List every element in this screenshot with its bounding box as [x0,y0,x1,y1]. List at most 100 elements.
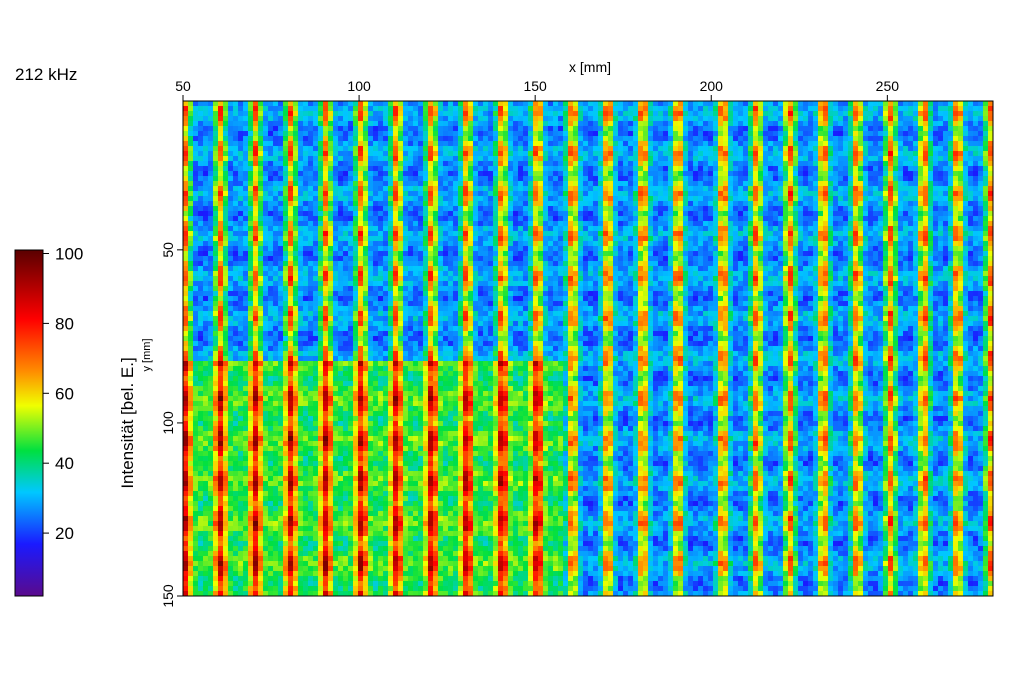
heatmap-cell [323,291,328,296]
heatmap-cell [333,501,338,506]
heatmap-cell [298,161,303,166]
heatmap-cell [193,261,198,266]
heatmap-cell [208,556,213,561]
heatmap-cell [308,546,313,551]
heatmap-cell [348,211,353,216]
heatmap-cell [388,321,393,326]
heatmap-cell [373,506,378,511]
heatmap-cell [268,376,273,381]
heatmap-cell [348,396,353,401]
x-axis-label: x [mm] [569,59,611,75]
heatmap-cell [433,301,438,306]
heatmap-cell [318,361,323,366]
heatmap-cell [243,276,248,281]
heatmap-cell [283,331,288,336]
heatmap-cell [253,541,258,546]
heatmap-cell [183,551,188,556]
heatmap-cell [203,406,208,411]
heatmap-cell [243,211,248,216]
heatmap-cell [353,221,358,226]
heatmap-cell [323,576,328,581]
heatmap-cell [353,106,358,111]
heatmap-cell [203,461,208,466]
heatmap-cell [313,446,318,451]
heatmap-cell [308,506,313,511]
heatmap-cell [223,311,228,316]
heatmap-cell [218,311,223,316]
heatmap-cell [428,336,433,341]
heatmap-cell [338,136,343,141]
heatmap-cell [248,321,253,326]
heatmap-cell [378,466,383,471]
heatmap-cell [183,156,188,161]
heatmap-cell [388,286,393,291]
heatmap-cell [358,181,363,186]
heatmap-cell [433,176,438,181]
heatmap-cell [328,311,333,316]
heatmap-cell [198,371,203,376]
heatmap-cell [198,136,203,141]
heatmap-cell [208,421,213,426]
heatmap-cell [358,516,363,521]
heatmap-cell [248,131,253,136]
heatmap-cell [328,411,333,416]
heatmap-cell [383,271,388,276]
heatmap-cell [303,536,308,541]
heatmap-cell [323,326,328,331]
heatmap-cell [198,101,203,106]
heatmap-cell [343,466,348,471]
heatmap-cell [353,386,358,391]
heatmap-cell [313,576,318,581]
heatmap-cell [278,511,283,516]
heatmap-cell [258,346,263,351]
heatmap-cell [303,311,308,316]
heatmap-cell [318,411,323,416]
heatmap-cell [383,171,388,176]
heatmap-cell [423,541,428,546]
heatmap-cell [378,351,383,356]
heatmap-cell [188,276,193,281]
heatmap-cell [298,211,303,216]
heatmap-cell [308,366,313,371]
heatmap-cell [388,531,393,536]
heatmap-cell [243,256,248,261]
heatmap-cell [373,591,378,596]
heatmap-cell [343,256,348,261]
heatmap-cell [213,356,218,361]
heatmap-cell [413,216,418,221]
heatmap-cell [298,286,303,291]
heatmap-cell [268,251,273,256]
heatmap-cell [263,551,268,556]
heatmap-cell [378,446,383,451]
heatmap-cell [428,416,433,421]
heatmap-cell [418,336,423,341]
heatmap-cell [383,221,388,226]
heatmap-cell [413,316,418,321]
heatmap-cell [233,386,238,391]
heatmap-cell [223,176,228,181]
heatmap-cell [338,286,343,291]
heatmap-cell [398,426,403,431]
heatmap-cell [228,101,233,106]
heatmap-cell [383,246,388,251]
heatmap-cell [223,216,228,221]
heatmap-cell [333,301,338,306]
heatmap-cell [198,431,203,436]
heatmap-cell [253,391,258,396]
heatmap-cell [393,376,398,381]
heatmap-cell [208,176,213,181]
heatmap-cell [213,536,218,541]
heatmap-cell [408,231,413,236]
heatmap-cell [313,286,318,291]
heatmap-cell [428,551,433,556]
heatmap-cell [208,401,213,406]
heatmap-cell [353,586,358,591]
heatmap-cell [288,206,293,211]
heatmap-cell [278,441,283,446]
heatmap-cell [368,236,373,241]
heatmap-cell [413,291,418,296]
heatmap-cell [413,136,418,141]
heatmap-cell [268,136,273,141]
heatmap-cell [408,331,413,336]
heatmap-cell [348,346,353,351]
